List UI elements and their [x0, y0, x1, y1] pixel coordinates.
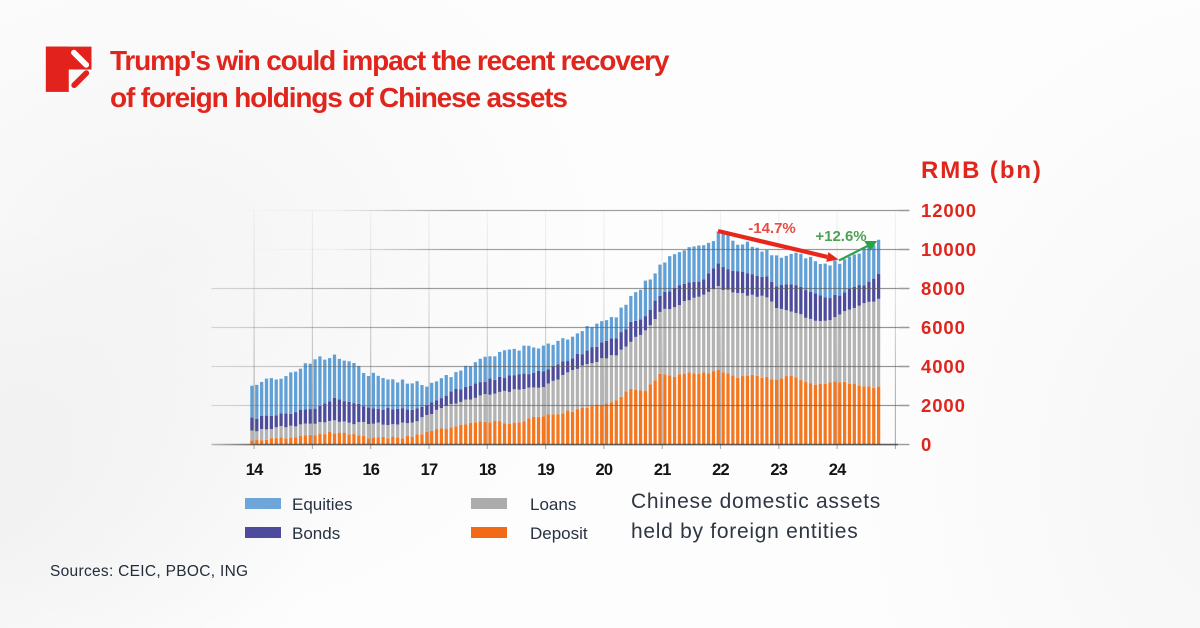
svg-text:8000: 8000	[921, 278, 966, 299]
svg-text:4000: 4000	[921, 356, 966, 377]
svg-text:23: 23	[770, 461, 787, 479]
svg-text:24: 24	[829, 461, 847, 479]
svg-text:6000: 6000	[921, 317, 966, 338]
svg-text:18: 18	[479, 461, 496, 479]
svg-text:0: 0	[921, 434, 932, 455]
svg-text:17: 17	[421, 461, 438, 479]
svg-text:16: 16	[362, 461, 379, 479]
svg-text:21: 21	[654, 461, 671, 479]
svg-text:-14.7%: -14.7%	[748, 220, 796, 237]
svg-text:2000: 2000	[921, 395, 966, 416]
svg-text:RMB (bn): RMB (bn)	[921, 157, 1043, 184]
svg-text:12000: 12000	[921, 200, 977, 221]
svg-text:15: 15	[304, 461, 321, 479]
svg-text:14: 14	[246, 461, 264, 479]
svg-text:20: 20	[596, 461, 613, 479]
svg-text:10000: 10000	[921, 239, 977, 260]
svg-text:22: 22	[712, 461, 729, 479]
svg-text:+12.6%: +12.6%	[815, 228, 866, 245]
svg-text:19: 19	[537, 461, 554, 479]
